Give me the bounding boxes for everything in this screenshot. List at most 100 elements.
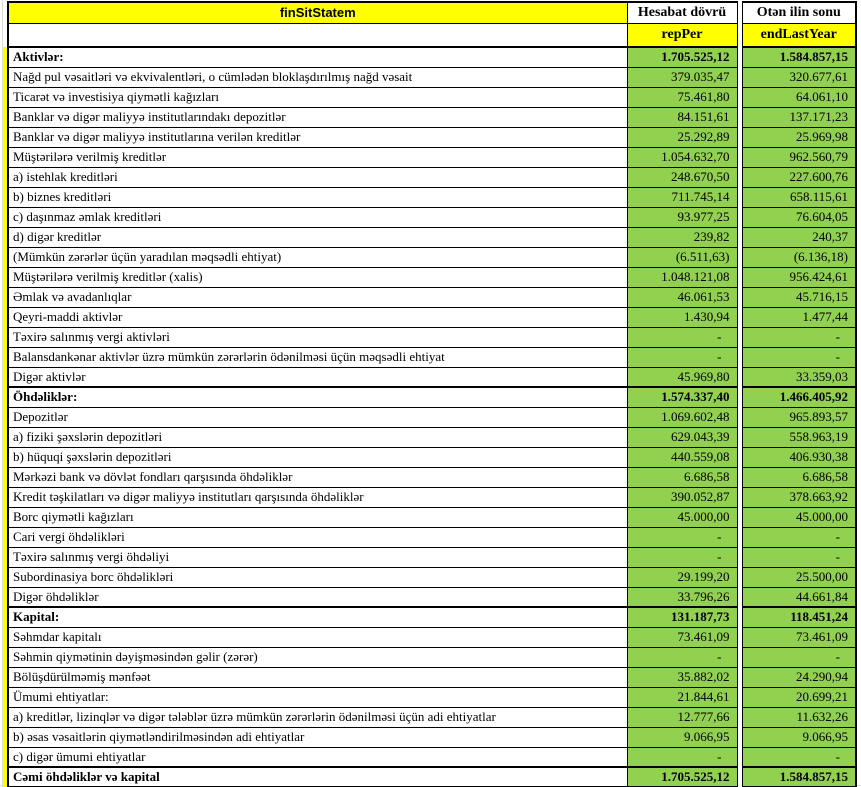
- reporting-period-value: 440.559,08: [626, 446, 738, 468]
- end-last-year-value: -: [741, 326, 857, 348]
- table-row: (Mümkün zərərlər üçün yaradılan məqsədli…: [3, 246, 857, 268]
- row-label: Səhmdar kapitalı: [7, 626, 628, 648]
- table-row: Digər aktivlər 45.969,80 33.359,03: [3, 366, 857, 388]
- reporting-period-value: 29.199,20: [626, 566, 738, 588]
- column-gap: [737, 547, 742, 567]
- reporting-period-value: -: [626, 646, 738, 668]
- row-label: Digər aktivlər: [7, 366, 628, 388]
- table-row: Müştərilərə verilmiş kreditlər (xalis) 1…: [3, 266, 857, 288]
- column-header-end-last-year: Otən ilin sonu: [741, 1, 857, 24]
- column-gap: [737, 427, 742, 447]
- reporting-period-value: 45.969,80: [626, 366, 738, 388]
- row-marker-strip: [3, 227, 8, 247]
- empty-header-cell: [7, 22, 628, 48]
- row-marker-strip: [3, 2, 8, 23]
- table-row: Öhdəliklər: 1.574.337,40 1.466.405,92: [3, 386, 857, 408]
- row-marker-strip: [3, 367, 8, 387]
- row-marker-strip: [3, 87, 8, 107]
- reporting-period-value: 45.000,00: [626, 506, 738, 528]
- end-last-year-value: 1.584.857,15: [741, 766, 857, 787]
- row-label: Cari vergi öhdəlikləri: [7, 526, 628, 548]
- end-last-year-value: 378.663,92: [741, 486, 857, 508]
- row-marker-strip: [3, 747, 8, 767]
- column-gap: [737, 367, 742, 387]
- row-marker-strip: [3, 307, 8, 327]
- end-last-year-value: -: [741, 346, 857, 368]
- end-last-year-value: -: [741, 526, 857, 548]
- column-gap: [737, 707, 742, 727]
- end-last-year-value: 11.632,26: [741, 706, 857, 728]
- table-row: Kredit təşkilatları və digər maliyyə ins…: [3, 486, 857, 508]
- row-marker-strip: [3, 647, 8, 667]
- row-label: Qeyri-maddi aktivlər: [7, 306, 628, 328]
- reporting-period-value: -: [626, 326, 738, 348]
- column-gap: [737, 227, 742, 247]
- end-last-year-value: 9.066,95: [741, 726, 857, 748]
- row-marker-strip: [3, 247, 8, 267]
- row-marker-strip: [3, 147, 8, 167]
- table-row: Ümumi ehtiyatlar: 21.844,61 20.699,21: [3, 686, 857, 708]
- end-last-year-value: 33.359,03: [741, 366, 857, 388]
- end-last-year-value: 558.963,19: [741, 426, 857, 448]
- row-label: Subordinasiya borc öhdəlikləri: [7, 566, 628, 588]
- reporting-period-value: (6.511,63): [626, 246, 738, 268]
- end-last-year-value: 956.424,61: [741, 266, 857, 288]
- row-label: c) daşınmaz əmlak kreditləri: [7, 206, 628, 228]
- table-row: a) istehlak kreditləri 248.670,50 227.60…: [3, 166, 857, 188]
- row-marker-strip: [3, 707, 8, 727]
- column-gap: [737, 187, 742, 207]
- reporting-period-value: 33.796,26: [626, 586, 738, 608]
- end-last-year-value: 25.969,98: [741, 126, 857, 148]
- row-label: Ümumi ehtiyatlar:: [7, 686, 628, 708]
- column-gap: [737, 467, 742, 487]
- column-gap: [737, 47, 742, 67]
- row-label: Depozitlər: [7, 406, 628, 428]
- row-label: b) hüquqi şəxslərin depozitləri: [7, 446, 628, 468]
- financial-statement-table: finSitStatem Hesabat dövrü Otən ilin son…: [3, 1, 857, 787]
- reporting-period-value: 711.745,14: [626, 186, 738, 208]
- column-gap: [737, 347, 742, 367]
- reporting-period-value: -: [626, 546, 738, 568]
- reporting-period-value: 1.048.121,08: [626, 266, 738, 288]
- column-gap: [737, 667, 742, 687]
- end-last-year-value: 1.477,44: [741, 306, 857, 328]
- column-gap: [737, 487, 742, 507]
- reporting-period-value: 1.574.337,40: [626, 386, 738, 408]
- column-gap: [737, 647, 742, 667]
- reporting-period-value: 9.066,95: [626, 726, 738, 748]
- reporting-period-value: 1.069.602,48: [626, 406, 738, 428]
- row-marker-strip: [3, 407, 8, 427]
- end-last-year-value: -: [741, 646, 857, 668]
- row-label: a) kreditlər, lizinqlər və digər tələblə…: [7, 706, 628, 728]
- row-marker-strip: [3, 767, 8, 787]
- row-label: Balansdankənar aktivlər üzrə mümkün zərə…: [7, 346, 628, 368]
- row-marker-strip: [3, 267, 8, 287]
- end-last-year-value: 965.893,57: [741, 406, 857, 428]
- subheader-endlastyear: endLastYear: [741, 22, 857, 48]
- column-gap: [737, 407, 742, 427]
- row-label: Müştərilərə verilmiş kreditlər (xalis): [7, 266, 628, 288]
- column-gap: [737, 287, 742, 307]
- column-gap: [737, 2, 742, 23]
- row-label: (Mümkün zərərlər üçün yaradılan məqsədli…: [7, 246, 628, 268]
- end-last-year-value: 1.466.405,92: [741, 386, 857, 408]
- row-label: Səhmin qiymətinin dəyişməsindən gəlir (z…: [7, 646, 628, 668]
- table-title: finSitStatem: [7, 1, 628, 24]
- table-row: Bölüşdürülməmiş mənfəət 35.882,02 24.290…: [3, 666, 857, 688]
- reporting-period-value: 35.882,02: [626, 666, 738, 688]
- row-marker-strip: [3, 727, 8, 747]
- table-row: a) kreditlər, lizinqlər və digər tələblə…: [3, 706, 857, 728]
- row-label: Öhdəliklər:: [7, 386, 628, 408]
- end-last-year-value: 20.699,21: [741, 686, 857, 708]
- subheader-repper: repPer: [626, 22, 738, 48]
- row-marker-strip: [3, 447, 8, 467]
- column-gap: [737, 267, 742, 287]
- column-gap: [737, 387, 742, 407]
- row-marker-strip: [3, 487, 8, 507]
- row-marker-strip: [3, 107, 8, 127]
- table-row: Subordinasiya borc öhdəlikləri 29.199,20…: [3, 566, 857, 588]
- row-label: Əmlak və avadanlıqlar: [7, 286, 628, 308]
- row-label: a) istehlak kreditləri: [7, 166, 628, 188]
- table-row: Balansdankənar aktivlər üzrə mümkün zərə…: [3, 346, 857, 368]
- column-gap: [737, 147, 742, 167]
